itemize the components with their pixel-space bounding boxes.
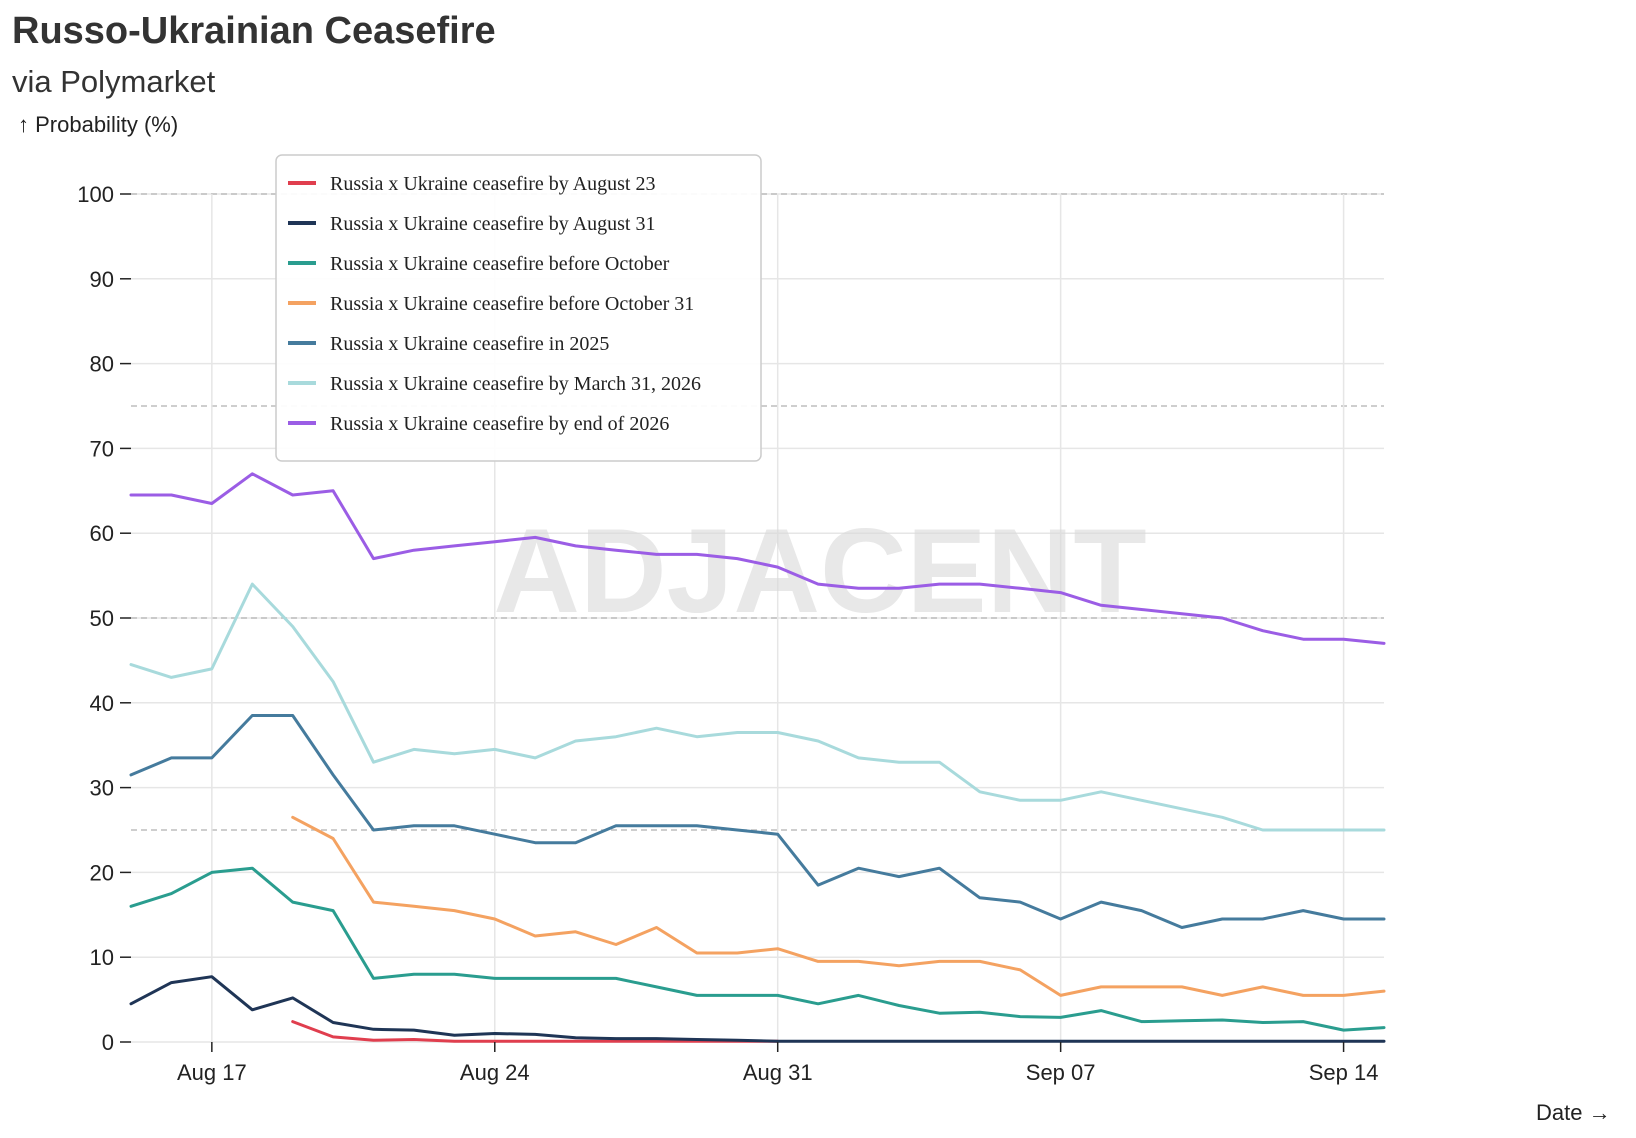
legend-label-1: Russia x Ukraine ceasefire by August 23 (330, 173, 655, 195)
legend-label-3: Russia x Ukraine ceasefire before Octobe… (330, 253, 670, 275)
y-tick-label: 20 (90, 860, 114, 885)
series-line-5 (129, 714, 1386, 929)
y-tick-label: 80 (90, 352, 114, 377)
y-tick-label: 30 (90, 776, 114, 801)
y-tick-label: 60 (90, 521, 114, 546)
y-tick-label: 70 (90, 436, 114, 461)
chart-subtitle: via Polymarket (12, 64, 216, 99)
x-axis-label: Date → (1536, 1100, 1611, 1125)
y-tick-label: 90 (90, 267, 114, 292)
legend-box (275, 154, 762, 462)
series-line-3 (129, 866, 1386, 1032)
series-lines (129, 472, 1386, 1043)
legend: Russia x Ukraine ceasefire by August 23 R… (275, 154, 762, 462)
legend-label-7: Russia x Ukraine ceasefire by end of 202… (330, 413, 669, 435)
legend-label-2: Russia x Ukraine ceasefire by August 31 (330, 213, 655, 235)
y-axis-label: ↑ Probability (%) (18, 112, 179, 137)
series-line-2 (129, 975, 1386, 1043)
series-line-6 (129, 582, 1386, 832)
axes: 0 10 20 30 40 50 60 70 80 90 100 Aug 17 Aug 24 Aug 31… (77, 182, 1378, 1085)
legend-label-4: Russia x Ukraine ceasefire before Octobe… (330, 293, 694, 315)
chart-title: Russo-Ukrainian Ceasefire (12, 10, 496, 52)
series-line-7 (129, 472, 1386, 645)
legend-label-6: Russia x Ukraine ceasefire by March 31, … (330, 373, 701, 395)
x-tick-label: Sep 14 (1309, 1060, 1379, 1085)
x-tick-label: Aug 24 (460, 1060, 530, 1085)
y-tick-label: 40 (90, 691, 114, 716)
series-line-4 (291, 815, 1386, 997)
y-tick-label: 100 (77, 182, 114, 207)
y-tick-label: 10 (90, 945, 114, 970)
x-tick-label: Aug 31 (743, 1060, 813, 1085)
watermark: ADJACENT (493, 504, 1146, 638)
legend-label-5: Russia x Ukraine ceasefire in 2025 (330, 333, 609, 355)
x-tick-label: Sep 07 (1026, 1060, 1096, 1085)
y-tick-label: 0 (102, 1030, 114, 1055)
series-line-1 (291, 1020, 780, 1043)
y-tick-label: 50 (90, 606, 114, 631)
x-tick-label: Aug 17 (177, 1060, 247, 1085)
